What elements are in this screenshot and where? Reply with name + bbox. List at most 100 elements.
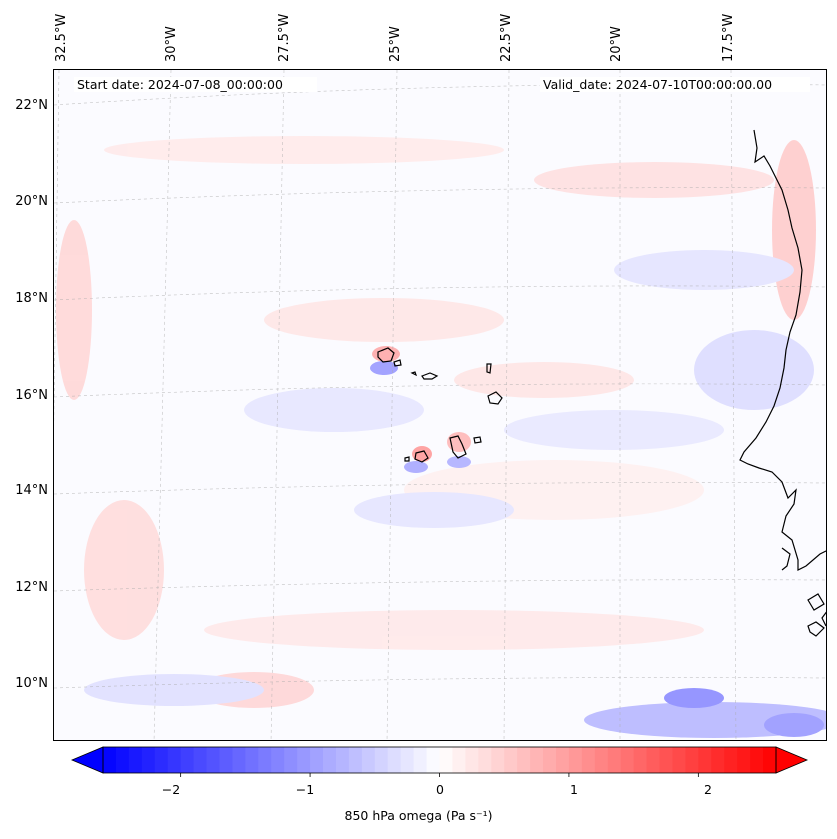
gridline-22w — [503, 70, 510, 740]
colorbar-segment — [245, 747, 259, 773]
lon-label-25w: 25°W — [388, 26, 403, 62]
colorbar-segment — [439, 747, 453, 773]
positive-omega-patch — [264, 298, 504, 342]
gridline-30w — [153, 70, 172, 740]
colorbar-segment — [180, 747, 195, 773]
island-santa-luzia — [410, 371, 418, 377]
island-negative-anomaly — [370, 361, 398, 375]
colorbar-segment — [413, 747, 428, 773]
island-sao-nicolau — [421, 372, 439, 380]
gridline-12n — [54, 579, 826, 592]
gridline-20n — [54, 187, 826, 204]
colorbar-segment — [206, 747, 220, 773]
island-santiago — [449, 435, 467, 459]
gridline-10n — [54, 677, 826, 689]
negative-omega-patch — [614, 250, 794, 290]
colorbar-segment — [491, 747, 505, 773]
lon-label-30w: 30°W — [164, 26, 179, 62]
colorbar-tick-label: 2 — [704, 782, 712, 797]
gridline-25w — [386, 70, 398, 740]
colorbar-segment — [103, 747, 117, 773]
west-africa-coastline — [739, 129, 826, 637]
island-fogo — [414, 450, 429, 463]
lon-label-22w: 22.5°W — [499, 13, 514, 62]
colorbar-segment — [335, 747, 350, 773]
positive-omega-patch — [104, 136, 504, 164]
negative-omega-patch — [764, 713, 824, 737]
gridline-32w — [54, 70, 60, 427]
negative-omega-patch — [584, 702, 826, 738]
colorbar-extend-low — [70, 746, 104, 774]
colorbar-segment — [504, 747, 518, 773]
colorbar-segment — [271, 747, 285, 773]
island-sao-vicente — [393, 359, 402, 367]
lat-label-16n: 16°N — [15, 388, 48, 403]
map-panel: Start date: 2024-07-08_00:00:00 Valid_da… — [53, 69, 827, 741]
colorbar-segment — [633, 747, 648, 773]
gridline-17w — [730, 70, 737, 740]
colorbar-segment — [750, 747, 764, 773]
colorbar-segment — [581, 747, 596, 773]
colorbar-segment — [620, 747, 635, 773]
island-negative-anomaly — [404, 461, 428, 473]
colorbar-segment — [698, 747, 712, 773]
colorbar-segment — [763, 747, 777, 773]
colorbar-segment — [478, 747, 492, 773]
colorbar-segment — [672, 747, 686, 773]
positive-omega-patch — [454, 362, 634, 398]
gridline-16n — [54, 383, 826, 398]
colorbar-segment — [297, 747, 311, 773]
colorbar-segment — [737, 747, 751, 773]
island-maio — [473, 436, 482, 444]
negative-omega-patch — [244, 388, 424, 432]
positive-omega-patch — [204, 610, 704, 650]
colorbar-segment — [711, 747, 725, 773]
colorbar-segment — [310, 747, 324, 773]
colorbar-segment — [323, 747, 337, 773]
colorbar-segments — [103, 747, 777, 773]
colorbar-segment — [568, 747, 583, 773]
colorbar-tick-label: 1 — [570, 782, 578, 797]
colorbar-segment — [115, 747, 130, 773]
colorbar-extend-high — [775, 746, 809, 774]
colorbar-segment — [258, 747, 272, 773]
lon-label-20w: 20°W — [609, 26, 624, 62]
colorbar-tick-label: −2 — [161, 782, 181, 797]
lon-label-27w: 27.5°W — [277, 13, 292, 62]
omega-field — [56, 136, 826, 738]
positive-omega-patch — [772, 140, 816, 320]
island-negative-anomaly — [447, 456, 471, 468]
island-sal — [486, 363, 492, 374]
colorbar-segment — [361, 747, 376, 773]
coastline-bijagos-1 — [807, 593, 825, 611]
lat-label-12n: 12°N — [15, 580, 48, 595]
map-canvas — [54, 70, 826, 740]
colorbar-segment — [465, 747, 479, 773]
island-boa-vista — [487, 391, 503, 405]
colorbar-segment — [452, 747, 466, 773]
positive-omega-patch — [84, 500, 164, 640]
lon-label-32w: 32.5°W — [54, 13, 69, 62]
colorbar-label: 850 hPa omega (Pa s⁻¹) — [344, 808, 493, 823]
colorbar-segment — [167, 747, 182, 773]
negative-omega-patch — [694, 330, 814, 410]
colorbar-segment — [517, 747, 531, 773]
colorbar-segment — [387, 747, 402, 773]
coastline-gambia — [781, 547, 791, 571]
coastline-bijagos-2 — [807, 621, 825, 637]
lat-label-22n: 22°N — [15, 98, 48, 113]
colorbar-segment — [193, 747, 208, 773]
colorbar-segment — [232, 747, 246, 773]
colorbar-tick-label: 0 — [436, 782, 444, 797]
colorbar-segment — [284, 747, 298, 773]
lat-label-14n: 14°N — [15, 483, 48, 498]
colorbar-segment — [348, 747, 363, 773]
coastline-guinea — [821, 611, 826, 627]
gridline-22n — [54, 83, 826, 106]
gridline-18n — [54, 285, 826, 301]
colorbar-segment — [685, 747, 699, 773]
colorbar-segment — [154, 747, 169, 773]
gridline-14n — [54, 482, 826, 495]
negative-omega-patch — [354, 492, 514, 528]
colorbar-tick-label: −1 — [295, 782, 315, 797]
